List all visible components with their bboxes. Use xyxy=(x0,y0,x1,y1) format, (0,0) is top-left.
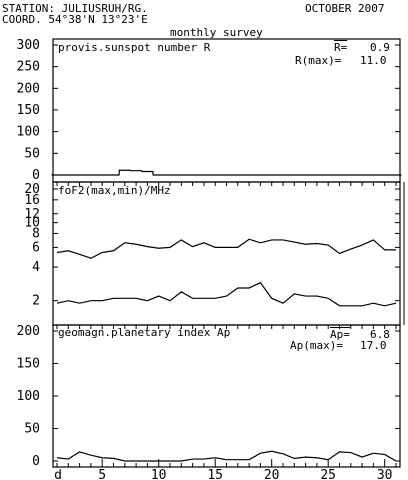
ap-ytick-label: 100 xyxy=(17,389,40,404)
sunspot-mean-label: R= xyxy=(334,41,348,54)
sunspot-title: provis.sunspot number R xyxy=(58,41,211,54)
fof2-min-series xyxy=(56,281,397,307)
sunspot-ytick-label: 150 xyxy=(17,103,40,118)
fof2-ytick-label: 10 xyxy=(24,216,40,231)
ap-max-value: 17.0 xyxy=(360,339,387,352)
sunspot-ytick-label: 250 xyxy=(17,60,40,75)
fof2-title: foF2(max,min)/MHz xyxy=(58,184,171,197)
ap-ytick-label: 150 xyxy=(17,357,40,372)
fof2-ytick-label: 16 xyxy=(24,193,40,208)
coord-label: COORD. 54°38'N 13°23'E xyxy=(2,13,148,26)
ap-title: geomagn.planetary index Ap xyxy=(58,326,231,339)
fof2-ytick-label: 4 xyxy=(32,260,40,275)
panel-frame-1 xyxy=(52,38,401,183)
fof2-max-series xyxy=(56,238,396,259)
sunspot-ytick-label: 300 xyxy=(17,38,40,53)
ap-max-label: Ap(max)= xyxy=(290,339,343,352)
ap-ytick-label: 50 xyxy=(24,422,40,437)
x-tick-label: 20 xyxy=(264,468,280,480)
x-tick-label: 5 xyxy=(98,468,106,480)
x-tick-label: 30 xyxy=(377,468,393,480)
sunspot-ytick-label: 200 xyxy=(17,81,40,96)
fof2-ytick-label: 2 xyxy=(32,294,40,309)
x-axis-start-label: d xyxy=(54,468,62,480)
panel-frame-2 xyxy=(52,181,401,326)
ap-series xyxy=(56,450,397,462)
x-tick-label: 10 xyxy=(151,468,167,480)
panel-frame-3 xyxy=(52,324,401,468)
ap-ytick-label: 200 xyxy=(17,324,40,339)
x-tick-label: 15 xyxy=(207,468,223,480)
sunspot-ytick-label: 50 xyxy=(24,146,40,161)
month-label: OCTOBER 2007 xyxy=(305,2,385,15)
ap-ytick-label: 0 xyxy=(32,454,40,469)
x-tick-label: 25 xyxy=(320,468,336,480)
fof2-ytick-label: 20 xyxy=(24,182,40,197)
ap-mean-label: Ap= xyxy=(330,328,350,341)
fof2-ytick-label: 12 xyxy=(24,207,40,222)
sunspot-max-label: R(max)= xyxy=(295,54,342,67)
survey-label: monthly survey xyxy=(170,26,263,39)
sunspot-series xyxy=(51,169,402,176)
sunspot-ytick-label: 0 xyxy=(32,168,40,183)
fof2-ytick-label: 6 xyxy=(32,240,40,255)
ap-mean-value: 6.8 xyxy=(370,328,390,341)
station-label: STATION: JULIUSRUH/RG. xyxy=(2,2,148,15)
fof2-ytick-label: 8 xyxy=(32,226,40,241)
sunspot-ytick-label: 100 xyxy=(17,125,40,140)
sunspot-mean-value: 0.9 xyxy=(370,41,390,54)
sunspot-max-value: 11.0 xyxy=(360,54,387,67)
